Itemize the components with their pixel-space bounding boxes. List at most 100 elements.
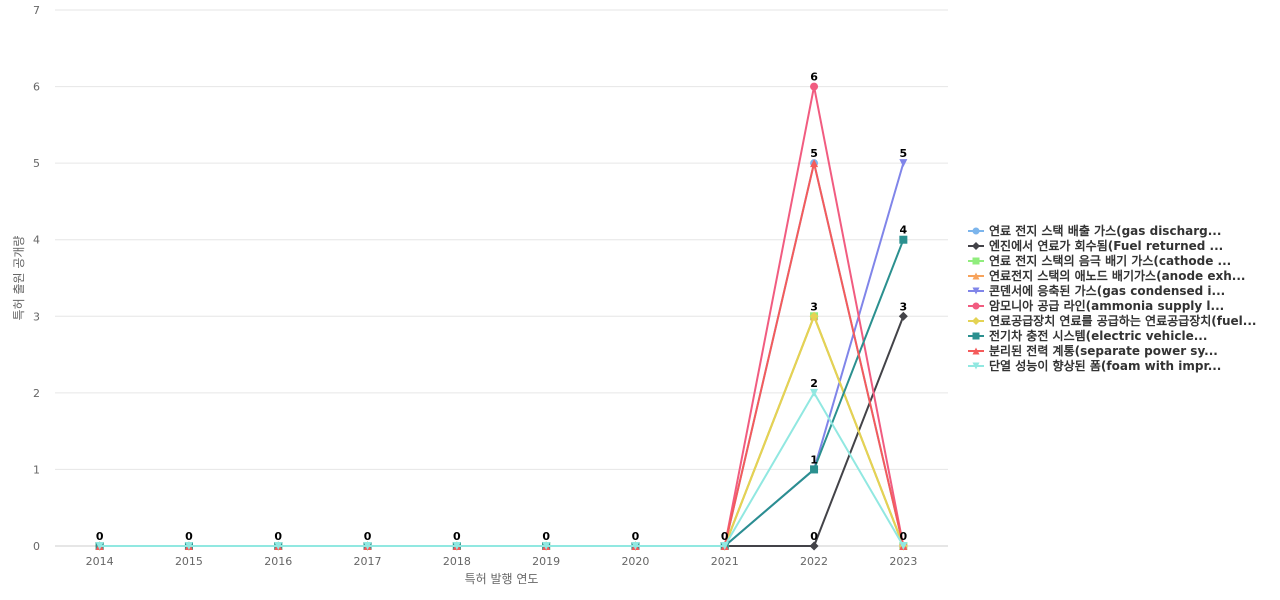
data-label: 6 — [810, 71, 818, 84]
data-label: 0 — [900, 530, 908, 543]
x-tick-label: 2022 — [800, 555, 828, 568]
y-tick-label: 6 — [33, 81, 40, 94]
series-lines — [95, 82, 908, 551]
data-point — [452, 542, 461, 550]
legend-marker — [972, 332, 980, 340]
data-label: 4 — [900, 224, 908, 237]
y-axis-ticks: 0 1 2 3 4 5 6 7 — [33, 4, 40, 553]
legend-item[interactable]: 전기차 충전 시스템(electric vehicle... — [968, 328, 1207, 343]
legend-marker — [972, 302, 980, 310]
data-point — [899, 159, 908, 168]
legend: 연료 전지 스택 배출 가스(gas discharg...엔진에서 연료가 회… — [968, 223, 1256, 373]
y-axis-title: 특허 출원 공개량 — [12, 236, 26, 321]
legend-label: 엔진에서 연료가 회수됨(Fuel returned ... — [989, 238, 1223, 253]
legend-marker — [972, 272, 980, 280]
data-point — [899, 235, 908, 244]
series-5 — [95, 159, 908, 550]
data-label: 0 — [96, 530, 104, 543]
data-point — [95, 542, 104, 550]
series-line — [99, 391, 905, 547]
legend-item[interactable]: 콘덴서에 응축된 가스(gas condensed i... — [968, 283, 1225, 298]
data-label: 0 — [185, 530, 193, 543]
data-point — [363, 542, 372, 550]
legend-label: 연료전지 스택의 애노드 배기가스(anode exh... — [989, 268, 1245, 283]
series-line — [99, 315, 905, 547]
series-1 — [95, 159, 908, 550]
data-label: 5 — [900, 147, 908, 160]
legend-label: 연료 전지 스택 배출 가스(gas discharg... — [989, 223, 1221, 238]
data-label: 0 — [453, 530, 461, 543]
x-tick-label: 2018 — [443, 555, 471, 568]
legend-label: 전기차 충전 시스템(electric vehicle... — [989, 328, 1207, 343]
data-point — [809, 311, 819, 321]
x-axis-title: 특허 발행 연도 — [465, 571, 539, 586]
data-label: 0 — [364, 530, 372, 543]
data-labels: 0 0 0 0 0 0 0 0 6 5 3 2 1 0 5 4 3 0 — [96, 71, 908, 543]
x-tick-label: 2016 — [264, 555, 292, 568]
series-line — [99, 162, 905, 547]
y-tick-label: 7 — [33, 4, 40, 17]
x-axis-ticks: 2014 2015 2016 2017 2018 2019 2020 2021 2022 2023 — [86, 555, 918, 568]
x-tick-label: 2014 — [86, 555, 114, 568]
legend-marker — [972, 347, 980, 355]
legend-item[interactable]: 연료전지 스택의 애노드 배기가스(anode exh... — [968, 268, 1245, 283]
series-line — [99, 315, 905, 547]
grid — [55, 9, 948, 547]
legend-item[interactable]: 단열 성능이 향상된 폼(foam with impr... — [968, 358, 1221, 373]
legend-item[interactable]: 분리된 전력 계통(separate power sy... — [968, 343, 1218, 358]
x-tick-label: 2023 — [889, 555, 917, 568]
data-point — [810, 465, 819, 474]
legend-item[interactable]: 암모니아 공급 라인(ammonia supply l... — [968, 298, 1224, 313]
x-tick-label: 2015 — [175, 555, 203, 568]
data-point — [184, 542, 193, 550]
y-tick-label: 4 — [33, 234, 40, 247]
data-label: 0 — [632, 530, 640, 543]
data-label: 1 — [810, 453, 818, 466]
x-tick-label: 2019 — [532, 555, 560, 568]
legend-label: 단열 성능이 향상된 폼(foam with impr... — [989, 358, 1221, 373]
data-point — [898, 311, 908, 321]
legend-marker — [972, 317, 980, 325]
legend-item[interactable]: 연료 전지 스택의 음극 배기 가스(cathode ... — [968, 253, 1231, 268]
data-label: 3 — [810, 300, 818, 313]
series-10 — [95, 388, 908, 550]
data-label: 5 — [810, 147, 818, 160]
legend-item[interactable]: 엔진에서 연료가 회수됨(Fuel returned ... — [968, 238, 1223, 253]
series-4 — [95, 312, 908, 550]
legend-marker — [972, 287, 980, 295]
data-point — [810, 82, 819, 91]
series-line — [99, 315, 905, 547]
legend-item[interactable]: 연료 전지 스택 배출 가스(gas discharg... — [968, 223, 1221, 238]
x-tick-label: 2017 — [354, 555, 382, 568]
series-3 — [95, 312, 908, 550]
data-point — [810, 159, 819, 168]
data-label: 0 — [810, 530, 818, 543]
legend-label: 콘덴서에 응축된 가스(gas condensed i... — [989, 283, 1225, 298]
data-label: 2 — [810, 377, 818, 390]
y-tick-label: 2 — [33, 387, 40, 400]
legend-label: 암모니아 공급 라인(ammonia supply l... — [989, 298, 1224, 313]
x-tick-label: 2021 — [711, 555, 739, 568]
legend-label: 연료 전지 스택의 음극 배기 가스(cathode ... — [989, 253, 1231, 268]
data-point — [810, 388, 819, 397]
series-line — [99, 315, 905, 547]
data-point — [631, 542, 640, 550]
legend-label: 연료공급장치 연료를 공급하는 연료공급장치(fuel... — [989, 313, 1256, 328]
y-tick-label: 0 — [33, 540, 40, 553]
legend-item[interactable]: 연료공급장치 연료를 공급하는 연료공급장치(fuel... — [968, 313, 1256, 328]
data-label: 3 — [900, 300, 908, 313]
y-tick-label: 5 — [33, 157, 40, 170]
data-point — [720, 542, 729, 550]
data-label: 0 — [274, 530, 282, 543]
legend-marker — [972, 242, 980, 250]
x-tick-label: 2020 — [621, 555, 649, 568]
series-line — [99, 162, 905, 547]
data-point — [809, 541, 819, 551]
data-label: 0 — [721, 530, 729, 543]
series-7 — [95, 311, 908, 551]
data-point — [274, 542, 283, 550]
legend-marker — [972, 227, 980, 235]
series-line — [99, 162, 905, 547]
data-point — [542, 542, 551, 550]
